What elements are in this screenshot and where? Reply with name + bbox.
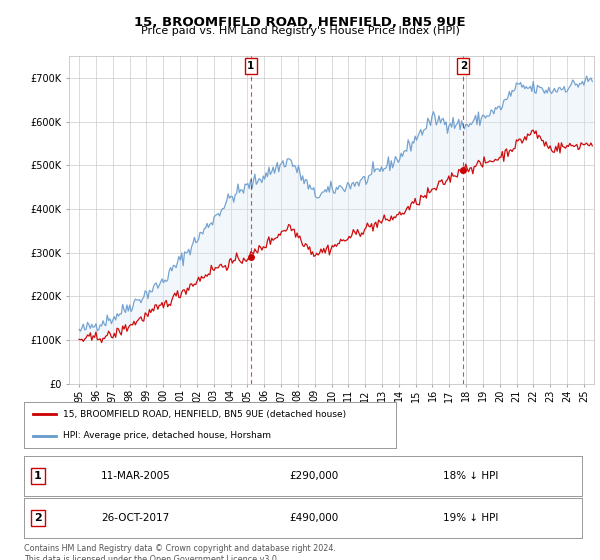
Text: 1: 1 bbox=[34, 471, 42, 481]
Text: 19% ↓ HPI: 19% ↓ HPI bbox=[443, 513, 498, 523]
Text: 2: 2 bbox=[34, 513, 42, 523]
Text: 11-MAR-2005: 11-MAR-2005 bbox=[101, 471, 170, 481]
Text: 15, BROOMFIELD ROAD, HENFIELD, BN5 9UE: 15, BROOMFIELD ROAD, HENFIELD, BN5 9UE bbox=[134, 16, 466, 29]
Text: 2: 2 bbox=[460, 61, 467, 71]
Text: 18% ↓ HPI: 18% ↓ HPI bbox=[443, 471, 498, 481]
Text: HPI: Average price, detached house, Horsham: HPI: Average price, detached house, Hors… bbox=[63, 431, 271, 440]
Text: £490,000: £490,000 bbox=[290, 513, 339, 523]
Text: 1: 1 bbox=[247, 61, 254, 71]
Text: 15, BROOMFIELD ROAD, HENFIELD, BN5 9UE (detached house): 15, BROOMFIELD ROAD, HENFIELD, BN5 9UE (… bbox=[63, 410, 346, 419]
Text: £290,000: £290,000 bbox=[290, 471, 339, 481]
Text: Contains HM Land Registry data © Crown copyright and database right 2024.
This d: Contains HM Land Registry data © Crown c… bbox=[24, 544, 336, 560]
Text: Price paid vs. HM Land Registry's House Price Index (HPI): Price paid vs. HM Land Registry's House … bbox=[140, 26, 460, 36]
Text: 26-OCT-2017: 26-OCT-2017 bbox=[101, 513, 170, 523]
